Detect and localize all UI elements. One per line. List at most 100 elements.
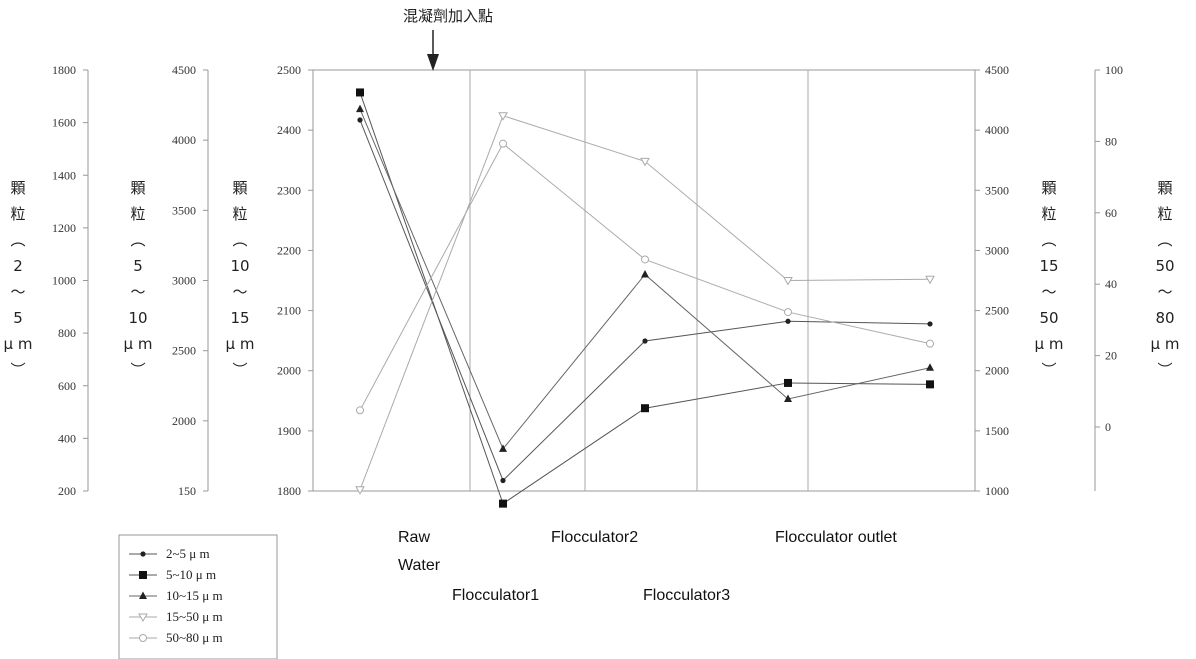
axis-title-char: ︵ [1157,231,1172,249]
tick-label: 800 [58,326,76,340]
data-point [357,117,363,123]
data-point [641,404,649,413]
axis-title-char: ～ [130,283,145,301]
axis-title-char: 粒 [130,205,145,223]
axis-title-char: 粒 [1041,205,1056,223]
tick-label: 1000 [52,274,76,288]
legend-item: 15~50 μ m [129,609,223,624]
data-point [784,378,792,387]
legend: 2~5 μ m 5~10 μ m 10~15 μ m 15~50 μ m 50~80 μ… [118,534,278,659]
data-point [499,139,507,148]
axis-title-char: ︶ [1157,361,1172,379]
tick-label: 40 [1105,277,1117,291]
series-4 [355,112,935,495]
tick-label: 80 [1105,134,1117,148]
tick-label: 600 [58,379,76,393]
coagulant-dosing-point-label: 混凝劑加入點 [403,7,493,25]
axis-title-char: 15 [230,309,249,327]
axis-title-char: μ m [226,335,255,353]
series-1 [357,117,933,484]
series-2 [356,88,934,508]
tick-label: 3000 [985,243,1009,257]
axis-title-char: ︵ [130,231,145,249]
axis-title-char: 10 [230,257,249,275]
legend-label: 2~5 μ m [166,546,210,561]
axis-title-char: ～ [232,283,247,301]
axis-title-char: 5 [133,257,143,275]
tick-label: 1200 [52,221,76,235]
category-label: Water [398,557,441,574]
legend-marker [139,591,147,599]
tick-label: 1800 [52,63,76,77]
series-layer [355,88,935,508]
axis-title-char: 顆 [10,179,25,197]
tick-label: 150 [178,484,196,498]
data-point [641,269,649,278]
axis-title-char: 5 [13,309,23,327]
tick-label: 2500 [172,344,196,358]
axis-title-char: 50 [1155,257,1174,275]
data-point [499,444,507,452]
data-point [499,499,507,508]
data-point [784,308,792,317]
axis-title-char: ︵ [232,231,247,249]
tick-label: 1000 [985,484,1009,498]
data-point [925,275,935,285]
legend-marker [138,613,148,623]
axis-title-char: 顆 [1157,179,1172,197]
tick-label: 20 [1105,349,1117,363]
data-point [356,406,364,415]
axis-title-char: ︵ [1041,231,1056,249]
tick-label: 4000 [172,133,196,147]
data-point [784,394,792,402]
axis-title-char: μ m [1035,335,1064,353]
data-point [640,157,650,167]
axis-title-char: μ m [4,335,33,353]
tick-label: 0 [1105,420,1111,434]
tick-label: 2000 [277,364,301,378]
tick-label: 3000 [172,274,196,288]
axis-title-char: 15 [1039,257,1058,275]
axis-title-char: ︶ [1041,361,1056,379]
data-point [500,477,506,484]
arrow-head-icon [427,54,439,71]
series-line [359,115,931,490]
legend-item: 10~15 μ m [129,588,223,603]
tick-label: 2300 [277,183,301,197]
data-point [927,321,933,327]
data-point [641,255,649,264]
data-point [356,88,364,97]
axis-title-char: ︶ [130,361,145,379]
axis-title-char: 2 [13,257,23,275]
data-point [355,486,365,495]
axis-title-char: ～ [1041,283,1056,301]
legend-label: 10~15 μ m [166,588,223,603]
legend-marker [139,571,147,579]
legend-marker [140,551,146,557]
tick-label: 3500 [985,183,1009,197]
tick-label: 2500 [985,304,1009,318]
category-label: Flocculator2 [551,529,638,546]
axis-title-char: 顆 [1041,179,1056,197]
axis-title-char: ︶ [10,361,25,379]
tick-label: 2200 [277,243,301,257]
legend-item: 2~5 μ m [129,546,210,561]
tick-label: 4000 [985,123,1009,137]
legend-item: 5~10 μ m [129,567,216,582]
axis-title-char: 粒 [1157,205,1172,223]
axis-title-char: ︶ [232,361,247,379]
data-point [783,277,793,286]
category-label: Flocculator outlet [775,529,897,546]
axis-title-char: 80 [1155,309,1174,327]
data-point [926,363,934,371]
tick-label: 1800 [277,484,301,498]
axis-title-char: μ m [1151,335,1180,353]
axis-title-char: ～ [1157,283,1172,301]
category-label: Raw [398,529,430,546]
axis-title-char: 粒 [10,205,25,223]
data-point [356,104,364,113]
tick-label: 1400 [52,168,76,182]
category-label: Flocculator1 [452,587,539,604]
category-labels: Raw Water Flocculator1 Flocculator2 Floccula… [398,529,897,604]
axis-title-char: 顆 [232,179,247,197]
